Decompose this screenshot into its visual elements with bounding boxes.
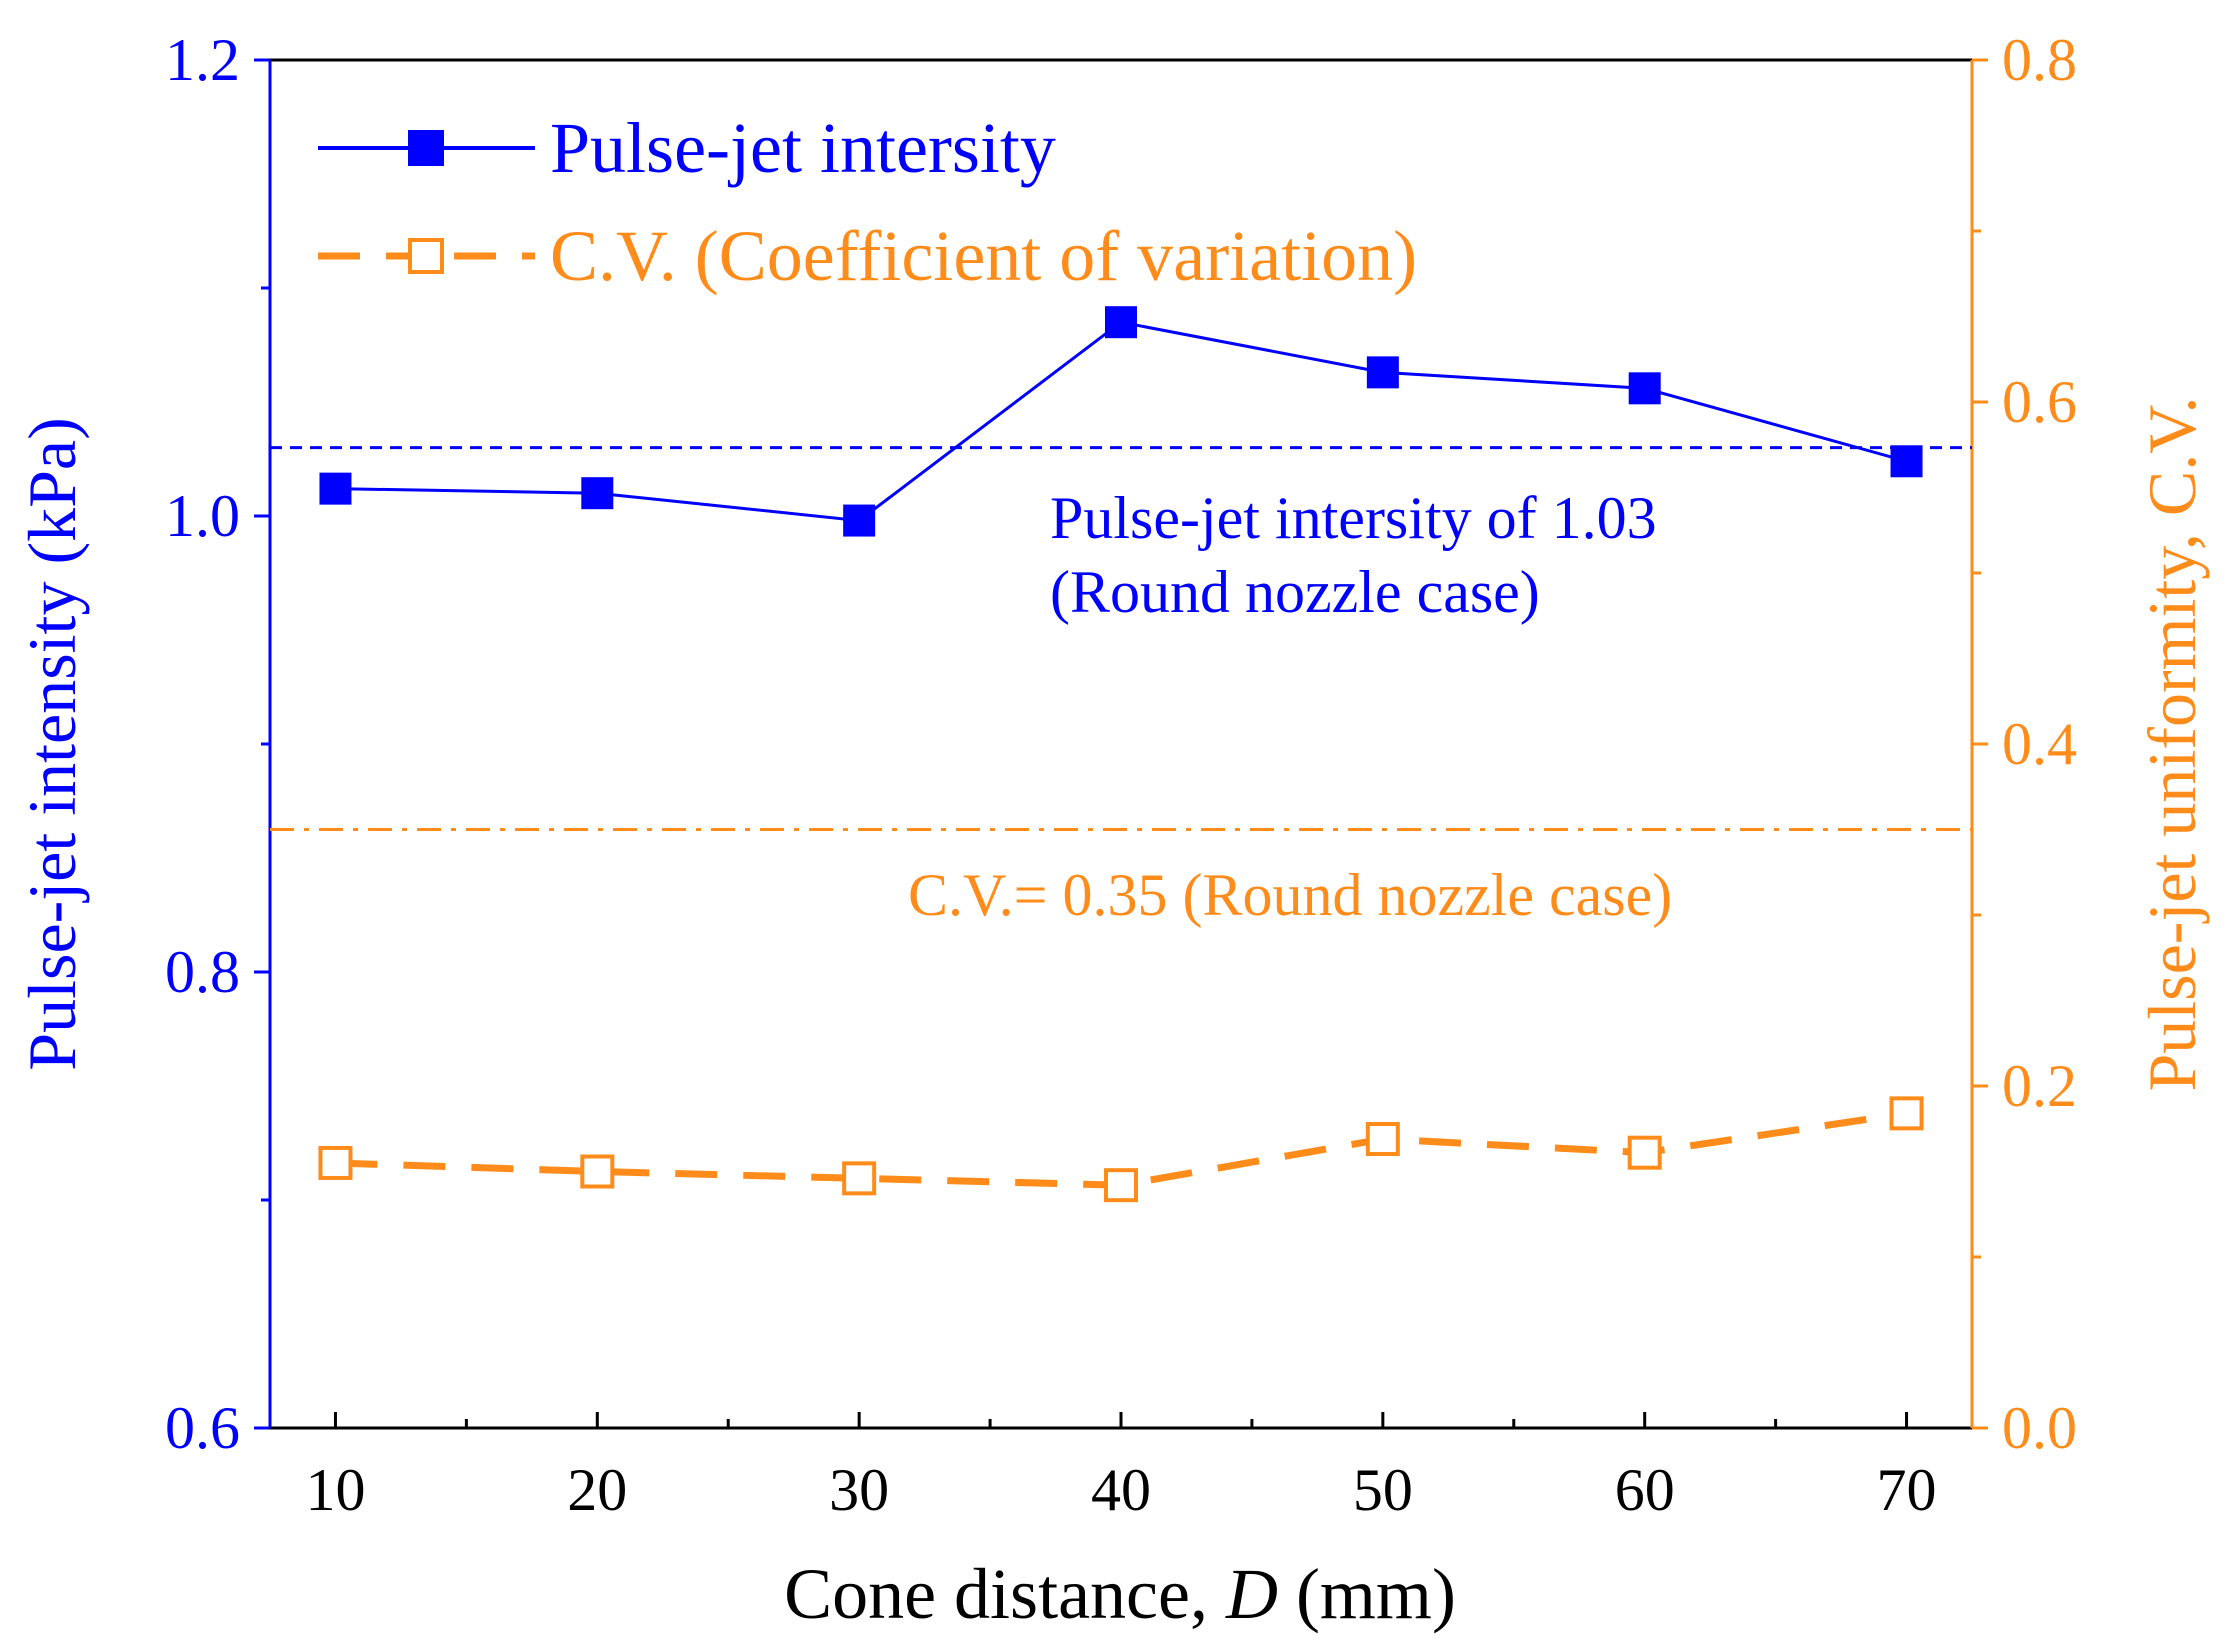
intensity-point (581, 477, 614, 510)
intensity-point (843, 504, 876, 537)
y-left-tick-label: 1.2 (165, 27, 240, 93)
legend: Pulse-jet intersity C.V. (Coefficient of… (318, 108, 1417, 296)
x-tick-label: 50 (1353, 1457, 1413, 1523)
cv-point (1889, 1096, 1924, 1131)
x-tick-label: 70 (1877, 1457, 1937, 1523)
y-left-tick-label: 0.8 (165, 939, 240, 1005)
y-left-tick-label: 0.6 (165, 1395, 240, 1461)
intensity-point (1890, 445, 1923, 478)
cv-point (580, 1154, 615, 1189)
ref-cv-label: C.V.= 0.35 (Round nozzle case) (908, 862, 1672, 928)
x-axis-title-prefix: Cone distance, (784, 1554, 1226, 1634)
ref-intensity-label-line2: (Round nozzle case) (1050, 559, 1540, 625)
y-right-tick-label: 0.2 (2002, 1053, 2077, 1119)
y-right-axis-title: Pulse-jet uniformity, C.V. (2134, 396, 2210, 1091)
x-axis-title: Cone distance, D (mm) (784, 1554, 1456, 1634)
cv-point (842, 1161, 877, 1196)
x-tick-label: 60 (1615, 1457, 1675, 1523)
legend-cv-label: C.V. (Coefficient of variation) (550, 216, 1417, 296)
x-tick-label: 30 (829, 1457, 889, 1523)
x-axis-title-variable: D (1225, 1554, 1278, 1634)
legend-intensity-label: Pulse-jet intersity (550, 108, 1056, 188)
y-right-tick-label: 0.8 (2002, 27, 2077, 93)
intensity-point (1366, 356, 1399, 389)
y-right-tick-label: 0.4 (2002, 711, 2077, 777)
x-tick-label: 10 (305, 1457, 365, 1523)
intensity-point (1628, 372, 1661, 405)
intensity-point (319, 472, 352, 505)
ref-intensity-label-line1: Pulse-jet intersity of 1.03 (1050, 485, 1657, 551)
legend-intensity-marker (408, 130, 444, 166)
x-tick-label: 20 (567, 1457, 627, 1523)
cv-point (1627, 1135, 1662, 1170)
y-right-tick-label: 0.0 (2002, 1395, 2077, 1461)
x-axis-title-suffix: (mm) (1278, 1554, 1456, 1634)
y-left-axis-title: Pulse-jet intensity (kPa) (14, 417, 90, 1070)
y-left-tick-label: 1.0 (165, 483, 240, 549)
cv-point (1365, 1122, 1400, 1157)
y-right-tick-label: 0.6 (2002, 369, 2077, 435)
legend-cv-marker (408, 238, 444, 274)
intensity-point (1105, 306, 1137, 339)
cv-point (318, 1145, 353, 1180)
cv-point (1104, 1168, 1138, 1203)
x-tick-label: 40 (1091, 1457, 1151, 1523)
